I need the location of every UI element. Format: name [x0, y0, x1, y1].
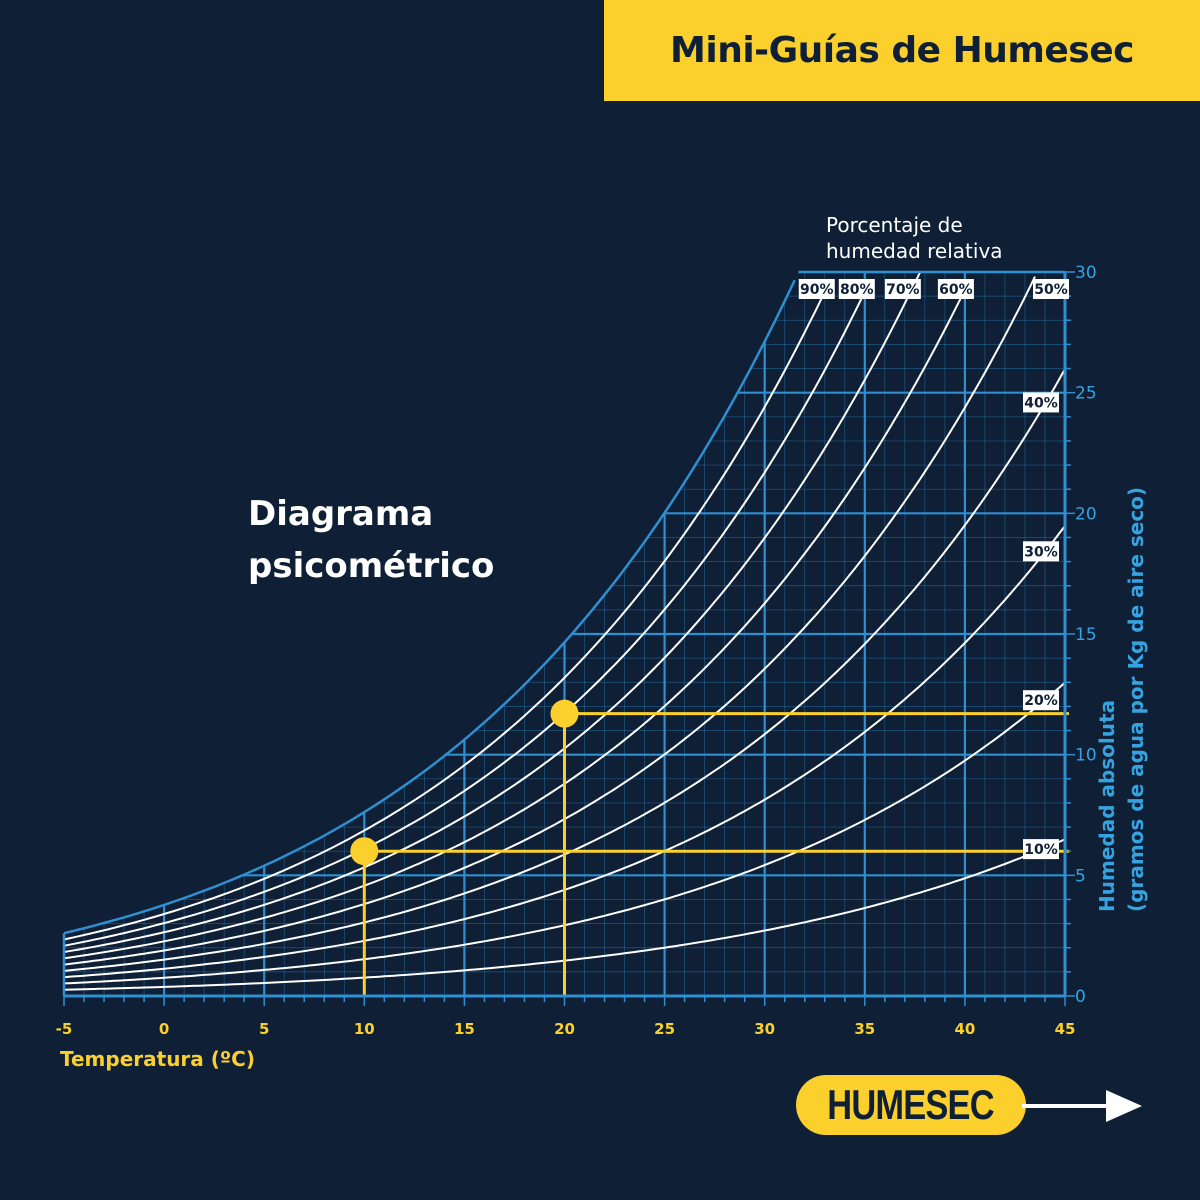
- x-tick-label: 15: [454, 1020, 475, 1038]
- x-axis-label: Temperatura (ºC): [60, 1047, 255, 1071]
- x-tick-label: -5: [56, 1020, 73, 1038]
- x-tick-label: 20: [554, 1020, 575, 1038]
- rh-label-80: 80%: [840, 282, 874, 298]
- rh-curve-labels: 90% 80% 70% 60% 50% 40% 30% 20% 10%: [798, 279, 1069, 860]
- y-tick-label: 5: [1075, 866, 1086, 886]
- rh-label-10: 10%: [1024, 842, 1058, 858]
- rh-header-line1: Porcentaje de: [826, 213, 963, 237]
- arrow-right-icon[interactable]: [1022, 1086, 1146, 1126]
- y-tick-label: 25: [1075, 384, 1097, 404]
- rh-header-line2: humedad relativa: [826, 239, 1003, 263]
- rh-label-80-box: [838, 279, 875, 299]
- rh-label-50-box: [1033, 279, 1069, 299]
- y-tick-label: 0: [1075, 987, 1086, 1007]
- rh-label-90-box: [798, 279, 835, 299]
- humesec-logo[interactable]: HUMESEC: [796, 1075, 1026, 1135]
- rh-curve-90: [63, 280, 831, 941]
- rh-curve-70: [63, 272, 921, 953]
- rh-label-70-box: [884, 279, 921, 299]
- rh-curve-80: [63, 280, 871, 947]
- highlight-point-2: [550, 699, 579, 728]
- rh-label-30: 30%: [1024, 544, 1058, 560]
- diagram-title: Diagrama psicométrico: [248, 488, 494, 592]
- rh-label-60-box: [937, 279, 974, 299]
- x-tick-label: 0: [159, 1020, 169, 1038]
- highlight-point-1: [350, 837, 379, 866]
- rh-label-20-box: [1023, 690, 1059, 711]
- rh-label-50: 50%: [1034, 282, 1068, 298]
- rh-label-60: 60%: [939, 282, 973, 298]
- rh-label-70: 70%: [886, 282, 920, 298]
- header-banner: Mini-Guías de Humesec: [604, 0, 1200, 101]
- banner-title: Mini-Guías de Humesec: [670, 30, 1134, 71]
- diagram-title-line2: psicométrico: [248, 546, 495, 586]
- rh-label-20: 20%: [1024, 693, 1058, 709]
- rh-label-10-box: [1023, 839, 1059, 860]
- y-tick-label: 15: [1075, 625, 1097, 645]
- axes: -5 0 5 10 15 20 25 30 35 40 45 0 5 10 15 20 25 30: [56, 263, 1097, 1038]
- rh-curves: [62, 270, 1066, 996]
- x-tick-label: 45: [1055, 1020, 1076, 1038]
- x-tick-label: 10: [354, 1020, 375, 1038]
- y-tick-label: 10: [1075, 746, 1097, 766]
- highlight-markers: [350, 699, 1069, 996]
- x-tick-label: 30: [754, 1020, 775, 1038]
- diagram-title-line1: Diagrama: [248, 494, 434, 534]
- y-axis-label-line1: Humedad absoluta: [1095, 700, 1119, 912]
- rh-curve-50: [63, 276, 1036, 966]
- rh-curve-60: [63, 279, 971, 960]
- rh-label-30-box: [1023, 541, 1059, 562]
- y-axis-label-line2: (gramos de agua por Kg de aire seco): [1124, 487, 1148, 912]
- y-tick-label: 20: [1075, 504, 1097, 524]
- rh-label-40-box: [1023, 392, 1059, 413]
- x-tick-label: 25: [654, 1020, 675, 1038]
- rh-label-40: 40%: [1024, 395, 1058, 411]
- logo-text: HUMESEC: [827, 1081, 995, 1128]
- x-tick-label: 40: [954, 1020, 975, 1038]
- y-tick-label: 30: [1075, 263, 1097, 283]
- rh-curve-100: [63, 279, 796, 935]
- x-tick-label: 35: [854, 1020, 875, 1038]
- x-tick-label: 5: [259, 1020, 269, 1038]
- rh-label-90: 90%: [800, 282, 834, 298]
